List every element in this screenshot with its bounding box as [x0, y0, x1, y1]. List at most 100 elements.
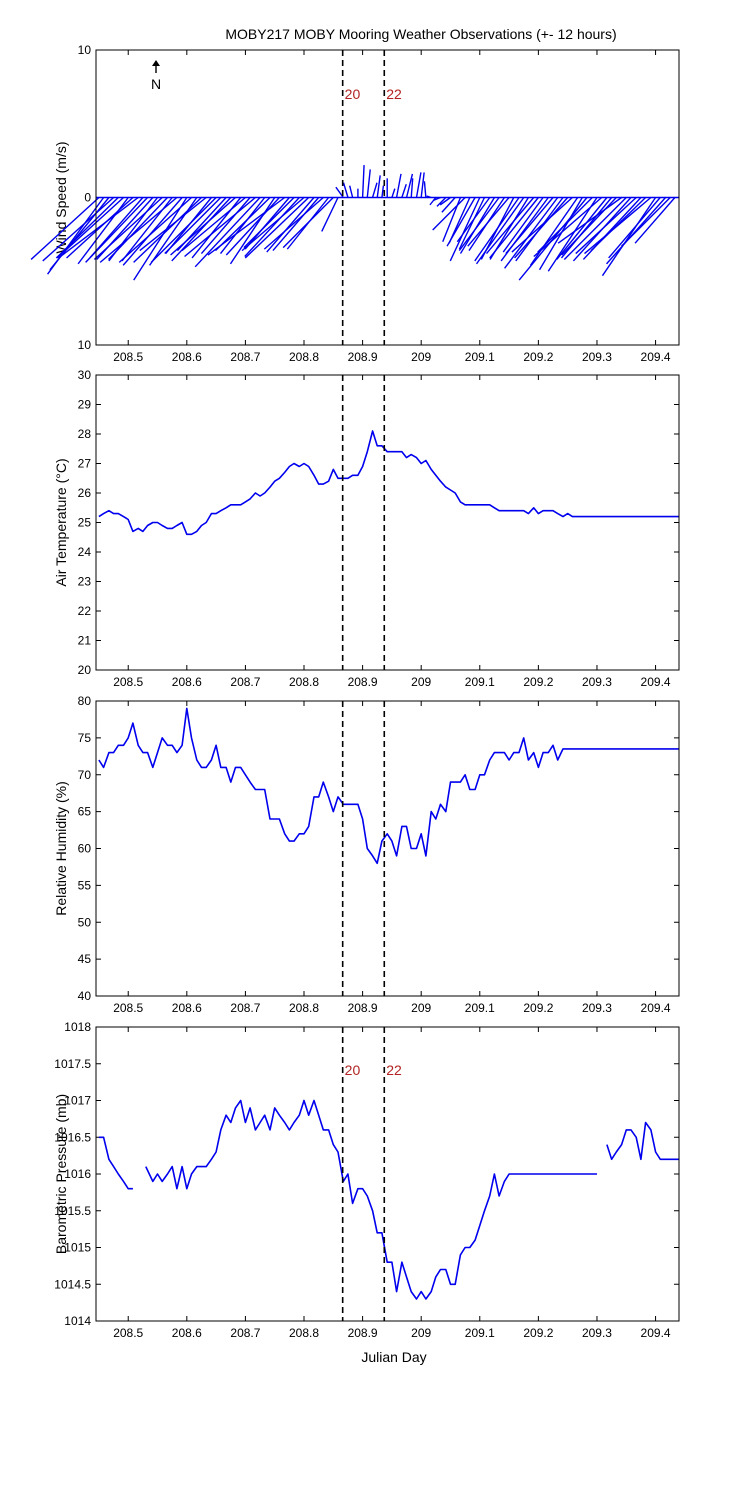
x-tick-label: 208.8 [289, 350, 319, 364]
y-tick-label: 55 [78, 878, 92, 892]
wind-stick [621, 197, 671, 247]
y-tick-label: 0 [84, 191, 91, 205]
wind-stick [170, 196, 236, 256]
y-tick-label: 60 [78, 842, 92, 856]
wind-stick [560, 197, 613, 259]
wind-stick [241, 196, 305, 252]
y-tick-label: 20 [78, 663, 92, 677]
y-tick-label: 65 [78, 805, 92, 819]
wind-stick [263, 196, 324, 250]
y-axis-label: Barometric Pressure (mb) [53, 1094, 69, 1254]
x-tick-label: 208.5 [113, 1001, 143, 1015]
wind-stick [608, 197, 661, 259]
wind-stick [395, 173, 402, 198]
figure-title: MOBY217 MOBY Mooring Weather Observation… [225, 26, 616, 42]
barometric-pressure-panel: 208.5 208.6 208.7 208.8 208.9 209 209.1 209.2 20… [53, 1020, 680, 1340]
wind-stick [489, 197, 539, 259]
wind-stick [590, 196, 647, 252]
wind-stick [458, 197, 486, 250]
wind-stick [429, 197, 437, 206]
wind-stick [423, 181, 427, 198]
relative-humidity-panel: 208.5 208.6 208.7 208.8 208.9 209 209.1 209.2 20… [53, 694, 680, 1015]
wind-stick [133, 196, 202, 263]
wind-stick [164, 197, 222, 255]
wind-stick [401, 184, 407, 198]
wind-stick [514, 197, 569, 259]
x-tick-label: 209.1 [465, 350, 495, 364]
wind-stick [415, 172, 422, 198]
wind-stick [244, 197, 290, 250]
x-tick-label: 208.5 [113, 350, 143, 364]
x-tick-label: 209.4 [641, 1326, 671, 1340]
wind-stick [56, 196, 125, 259]
event-marker-label: 22 [386, 1062, 402, 1078]
wind-stick [474, 197, 520, 262]
x-tick-label: 209.3 [582, 1326, 612, 1340]
plot-frame [95, 1026, 680, 1322]
y-tick-label: 10 [78, 338, 92, 352]
y-tick-label: 26 [78, 486, 92, 500]
north-arrowhead-icon [152, 60, 160, 66]
event-marker-label: 20 [345, 1062, 361, 1078]
wind-stick [505, 197, 554, 255]
wind-stick [441, 197, 456, 213]
wind-stick [244, 196, 310, 259]
x-tick-label: 209.2 [523, 675, 553, 689]
y-tick-label: 1014.5 [54, 1277, 91, 1291]
event-marker-label: 20 [345, 86, 361, 102]
wind-stick [426, 195, 432, 199]
x-tick-label: 209.4 [641, 675, 671, 689]
x-tick-label: 209 [411, 675, 431, 689]
x-tick-label: 209.3 [582, 1001, 612, 1015]
wind-stick [42, 196, 115, 262]
wind-stick [349, 185, 354, 198]
y-tick-label: 1016 [64, 1167, 91, 1181]
wind-stick [563, 197, 627, 260]
x-tick-label: 209 [411, 1326, 431, 1340]
wind-stick [133, 197, 188, 281]
wind-stick [58, 196, 139, 259]
x-tick-label: 208.6 [172, 350, 202, 364]
wind-stick [456, 197, 491, 243]
wind-stick [405, 173, 414, 198]
wind-stick [634, 197, 676, 244]
wind-stick [537, 197, 593, 253]
wind-speed-panel: 208.5 208.6 208.7 208.8 208.9 209 209.1 209.2 20… [30, 43, 680, 364]
x-tick-label: 208.7 [230, 675, 260, 689]
wind-stick [321, 197, 339, 232]
y-axis-label: Air Temperature (°C) [53, 458, 69, 586]
y-tick-label: 45 [78, 952, 92, 966]
wind-stick [139, 196, 207, 252]
data-line [98, 707, 679, 865]
data-line [606, 1121, 679, 1161]
wind-stick [194, 197, 261, 268]
wind-stick [184, 196, 256, 258]
x-tick-label: 209.4 [641, 1001, 671, 1015]
plot-frame [95, 49, 680, 346]
x-tick-label: 208.8 [289, 675, 319, 689]
wind-stick [601, 197, 657, 277]
wind-stick [66, 196, 134, 259]
wind-stick [606, 197, 667, 265]
y-tick-label: 80 [78, 694, 92, 708]
y-tick-label: 1015.5 [54, 1204, 91, 1218]
wind-stick [446, 197, 476, 247]
x-tick-label: 208.9 [348, 675, 378, 689]
wind-stick [371, 182, 378, 198]
wind-stick [207, 196, 286, 256]
wind-stick [122, 197, 183, 266]
x-tick-label: 208.5 [113, 1326, 143, 1340]
wind-stick [244, 197, 300, 257]
wind-stick [219, 197, 266, 254]
wind-stick [200, 197, 251, 255]
wind-stick [266, 197, 315, 253]
plot-frame [95, 374, 680, 671]
wind-stick [99, 196, 178, 263]
x-tick-label: 208.9 [348, 1001, 378, 1015]
y-tick-label: 1018 [64, 1020, 91, 1034]
wind-stick [458, 197, 500, 252]
x-tick-label: 209.2 [523, 1001, 553, 1015]
x-tick-label: 209.1 [465, 675, 495, 689]
x-tick-label: 208.9 [348, 1326, 378, 1340]
